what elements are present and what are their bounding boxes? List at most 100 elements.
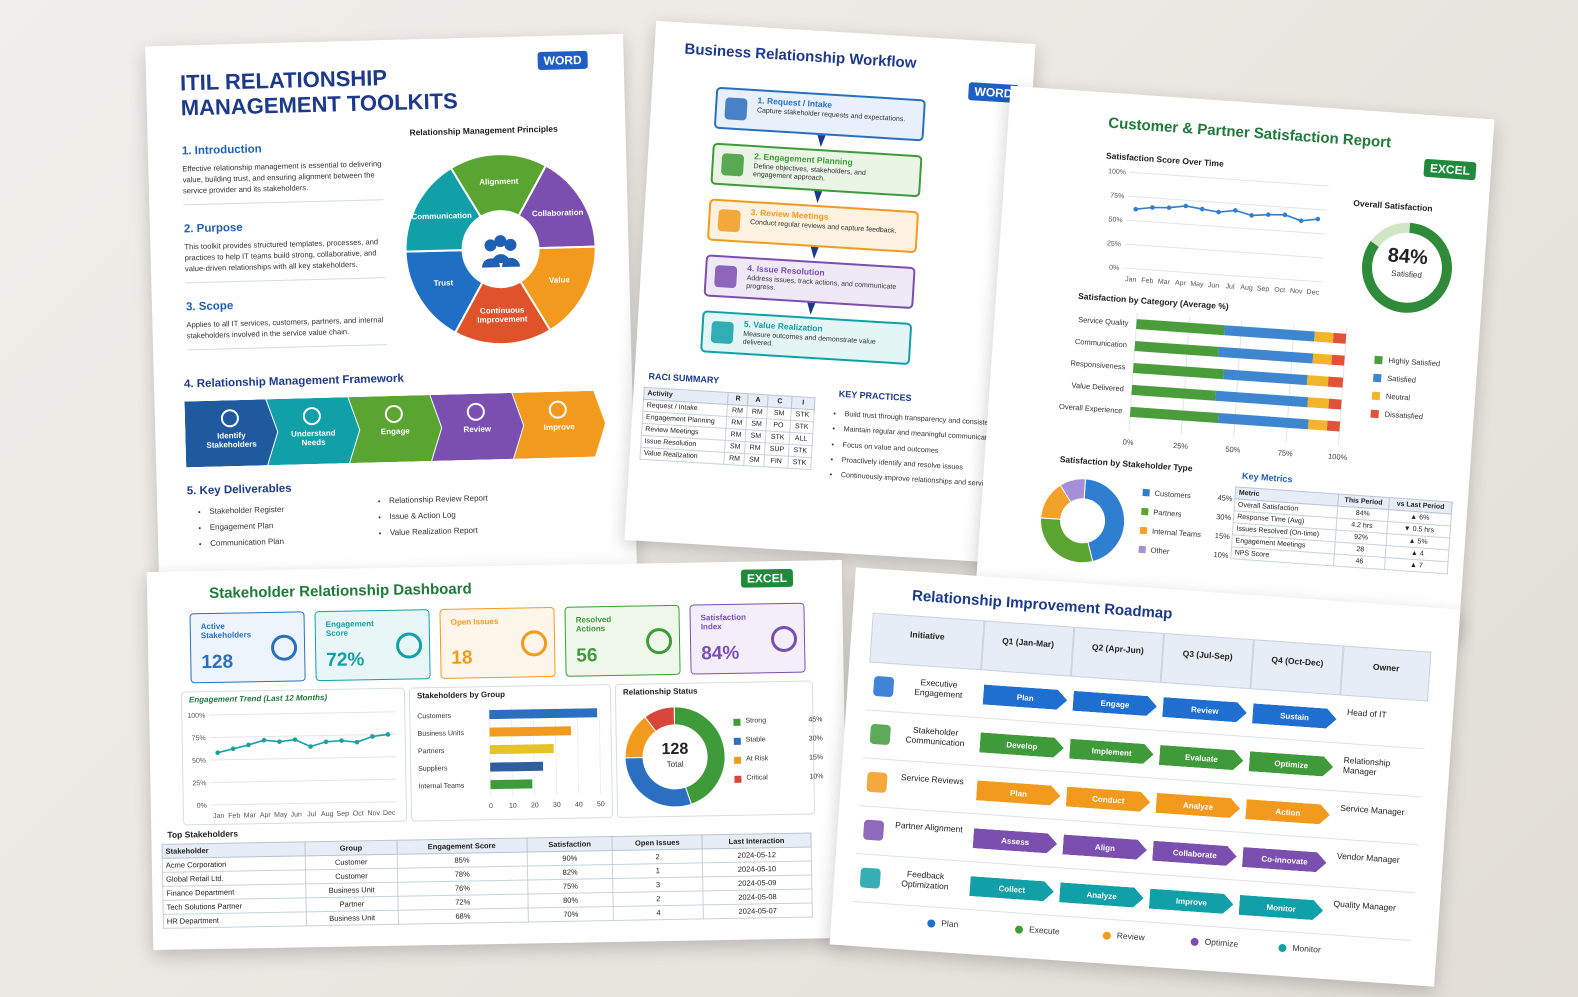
badge: WORD: [537, 50, 588, 71]
legend-label: Dissatisfied: [1384, 409, 1424, 422]
kpi-value: 84%: [701, 642, 740, 665]
practices-list: Build trust through transparency and con…: [828, 408, 1004, 495]
donut-segment: [1040, 517, 1094, 564]
wheel-segment: [404, 249, 484, 334]
kpi-card: Open Issues 18: [439, 606, 556, 679]
legend-swatch: [1374, 355, 1383, 365]
initiative-label: Partner Alignment: [894, 819, 964, 835]
legend-label: Neutral: [1385, 391, 1411, 403]
bar: [489, 744, 554, 755]
table-cell: 75%: [527, 878, 614, 894]
donut-total-label: Total: [666, 759, 684, 770]
x-tick-label: Jul: [307, 811, 317, 818]
step-label: Review: [463, 424, 492, 435]
workflow-step: 2. Engagement Planning Define objectives,…: [710, 142, 923, 198]
wheel-segment: [517, 164, 597, 250]
trend-point: [230, 746, 236, 752]
bar-segment: [1129, 406, 1219, 423]
table-cell: 46: [1333, 553, 1386, 570]
x-tick-label: Aug: [321, 811, 334, 818]
donut-segment: [1083, 478, 1126, 563]
category-label: Responsiveness: [1070, 359, 1126, 372]
grid-line: [210, 801, 397, 806]
section-heading: 3. Scope: [185, 300, 234, 314]
data-table: Activity R A C I Request / Intake RM RM SM STK Eng…: [639, 387, 816, 470]
document-title: Customer & Partner Satisfaction Report: [1107, 114, 1392, 152]
step-arrow: [806, 302, 816, 316]
wheel-label: Trust: [433, 278, 454, 288]
bar: [489, 708, 598, 720]
roadmap-step: Evaluate: [1159, 745, 1244, 771]
legend-label: Execute: [1028, 924, 1061, 937]
roadmap-step: Implement: [1069, 739, 1154, 765]
step-arrow: [809, 246, 819, 260]
x-tick-label: Jul: [1225, 283, 1235, 291]
legend-label: Stable: [745, 736, 766, 744]
legend-value: 45%: [1217, 493, 1233, 504]
bar-segment: [1132, 362, 1224, 380]
legend-swatch: [1371, 391, 1381, 401]
roadmap-step: Monitor: [1239, 895, 1324, 921]
step-arrow: [816, 134, 826, 148]
bar-segment: [1223, 369, 1308, 386]
y-tick-label: 75%: [192, 735, 206, 742]
bar-segment: [1134, 341, 1220, 357]
x-tick-label: Oct: [1274, 287, 1285, 295]
legend-value: 15%: [809, 754, 824, 762]
kpi-value: 128: [201, 651, 234, 674]
trend-point: [1199, 206, 1205, 212]
x-tick-label: Feb: [1141, 277, 1154, 285]
legend-value: 15%: [1214, 531, 1231, 542]
wheel-label: Continuous Improvement: [477, 305, 528, 325]
step-label: Identify Stakeholders: [206, 430, 257, 450]
initiative-icon: [866, 771, 888, 793]
grid-line: [209, 733, 396, 739]
category-label: Suppliers: [418, 765, 448, 773]
trend-point: [323, 739, 329, 745]
x-tick-label: 50%: [1225, 445, 1241, 455]
kpi-card: Active Stakeholders 128: [189, 611, 306, 684]
step-icon: [720, 153, 745, 177]
trend-point: [261, 737, 267, 743]
bar-segment: [1215, 390, 1309, 408]
x-tick-label: Aug: [1240, 284, 1253, 292]
framework-step: Identify Stakeholders: [184, 399, 278, 467]
x-tick-label: 75%: [1277, 448, 1293, 458]
legend-swatch: [734, 775, 742, 783]
x-tick-label: Nov: [367, 810, 380, 817]
table-cell: 70%: [527, 906, 614, 922]
step-text: Measure outcomes and demonstrate value d…: [742, 330, 876, 349]
x-tick-label: Apr: [260, 812, 272, 819]
trend-point: [1150, 205, 1155, 210]
category-label: Customers: [417, 713, 451, 721]
legend-label: Other: [1150, 545, 1170, 556]
bar: [489, 726, 572, 737]
donut-segment: [1059, 478, 1087, 503]
deliverable-item: Engagement Plan: [210, 521, 285, 532]
table-cell: 4: [613, 904, 704, 921]
category-label: Partners: [418, 748, 445, 755]
kpi-label: Engagement Score: [325, 619, 374, 639]
donut-total: 128: [661, 740, 689, 759]
kpi-card: Resolved Actions 56: [564, 604, 681, 677]
initiative-label: Executive Engagement: [913, 677, 963, 700]
initiative-icon: [859, 867, 881, 889]
legend-value: 10%: [809, 773, 824, 781]
workflow-sheet: Business Relationship Workflow WORD 1. Req…: [624, 20, 1036, 564]
table-cell: 90%: [526, 850, 613, 867]
trend-line: [217, 733, 388, 754]
legend-dot: [1014, 925, 1024, 934]
kpi-label: Active Stakeholders: [200, 621, 252, 641]
legend-label: Partners: [1153, 507, 1182, 519]
wheel-label: Collaboration: [531, 208, 584, 219]
table-cell: FIN: [763, 454, 789, 469]
step-label: Improve: [543, 422, 575, 433]
roadmap-step: Improve: [1149, 889, 1234, 915]
table-cell: Business Unit: [306, 910, 399, 926]
trend-point: [308, 744, 313, 749]
step-icon: [717, 209, 741, 233]
legend-value: 45%: [808, 716, 823, 724]
category-label: Value Delivered: [1071, 381, 1124, 394]
line-chart: 0% 25% 50% 75% 100% Jan Feb Mar Apr May Jun Jul Aug S…: [187, 711, 397, 820]
